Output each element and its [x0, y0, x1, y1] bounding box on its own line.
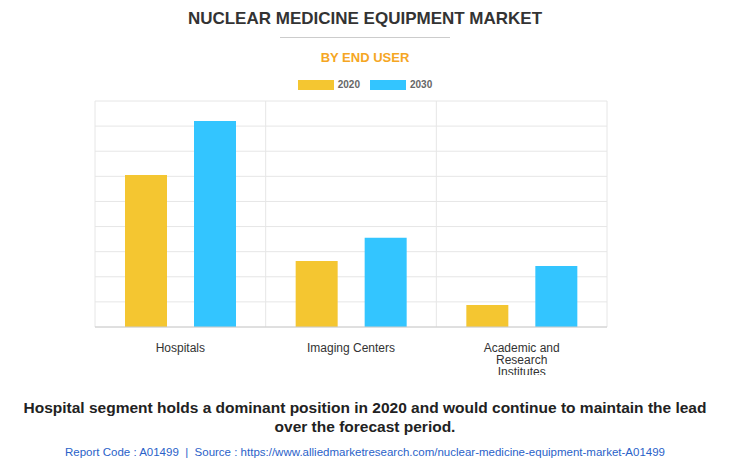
html-text:Report Code : A01499 | Source: Report Code : A01499 | Source : https://…	[65, 446, 665, 458]
html-text:2020: 2020	[337, 79, 360, 90]
svg-text:Imaging Centers: Imaging Centers	[307, 341, 395, 355]
svg-text:Hospitals: Hospitals	[156, 341, 205, 355]
html-text:NUCLEAR MEDICINE EQUIPMENT MAR: NUCLEAR MEDICINE EQUIPMENT MARKET	[187, 9, 543, 28]
html-text:Hospital segment holds a domin: Hospital segment holds a dominant positi…	[23, 399, 707, 435]
html-text:BY END USER: BY END USER	[320, 50, 410, 65]
html-text:2030: 2030	[410, 79, 433, 90]
svg-text:Academic andResearchInstitutes: Academic andResearchInstitutes	[484, 341, 560, 375]
